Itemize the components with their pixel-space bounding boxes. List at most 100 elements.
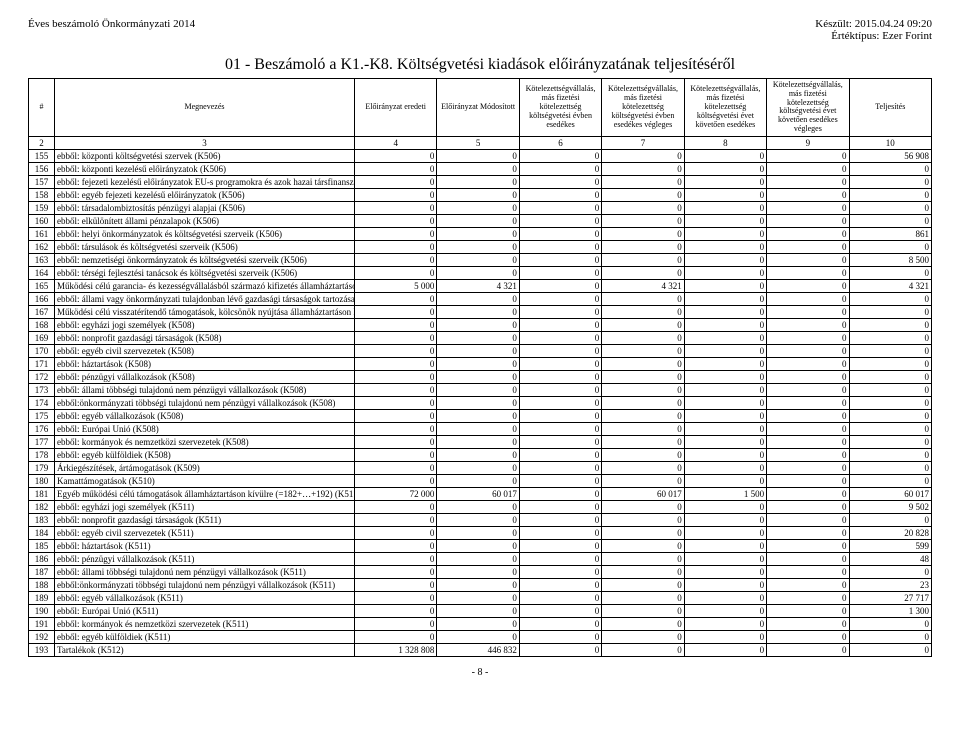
- cell-value: 0: [684, 279, 766, 292]
- row-name: ebből: központi kezelésű előirányzatok (…: [55, 162, 355, 175]
- cell-value: 0: [767, 357, 849, 370]
- cell-value: 0: [767, 370, 849, 383]
- table-row: 191ebből: kormányok és nemzetközi szerve…: [29, 617, 932, 630]
- table-row: 166ebből: állami vagy önkormányzati tula…: [29, 292, 932, 305]
- cell-value: 0: [437, 318, 519, 331]
- cell-value: 0: [519, 448, 601, 461]
- cell-value: 0: [767, 422, 849, 435]
- row-name: ebből: központi költségvetési szervek (K…: [55, 149, 355, 162]
- cell-value: 0: [437, 474, 519, 487]
- cell-value: 0: [519, 240, 601, 253]
- table-head: #MegnevezésElőirányzat eredetiElőirányza…: [29, 79, 932, 150]
- cell-value: 0: [602, 201, 684, 214]
- cell-value: 0: [519, 396, 601, 409]
- cell-value: 0: [849, 513, 931, 526]
- cell-value: 0: [437, 292, 519, 305]
- cell-value: 0: [602, 461, 684, 474]
- cell-value: 0: [355, 591, 437, 604]
- cell-value: 0: [602, 162, 684, 175]
- cell-value: 0: [684, 357, 766, 370]
- cell-value: 0: [767, 474, 849, 487]
- cell-value: 0: [437, 578, 519, 591]
- cell-value: 0: [684, 526, 766, 539]
- table-row: 193Tartalékok (K512)1 328 808446 8320000…: [29, 643, 932, 656]
- row-name: ebből:önkormányzati többségi tulajdonú n…: [55, 578, 355, 591]
- cell-value: 0: [355, 240, 437, 253]
- row-number: 179: [29, 461, 55, 474]
- cell-value: 60 017: [602, 487, 684, 500]
- cell-value: 0: [355, 266, 437, 279]
- row-name: Működési célú visszatérítendő támogatáso…: [55, 305, 355, 318]
- table-row: 173ebből: állami többségi tulajdonú nem …: [29, 383, 932, 396]
- table-row: 188ebből:önkormányzati többségi tulajdon…: [29, 578, 932, 591]
- cell-value: 0: [849, 240, 931, 253]
- row-number: 163: [29, 253, 55, 266]
- cell-value: 4 321: [602, 279, 684, 292]
- cell-value: 0: [437, 240, 519, 253]
- cell-value: 0: [355, 409, 437, 422]
- table-row: 169ebből: nonprofit gazdasági társaságok…: [29, 331, 932, 344]
- cell-value: 0: [849, 331, 931, 344]
- header-right: Készült: 2015.04.24 09:20 Értéktípus: Ez…: [815, 18, 932, 42]
- row-name: ebből: helyi önkormányzatok és költségve…: [55, 227, 355, 240]
- row-number: 186: [29, 552, 55, 565]
- row-number: 164: [29, 266, 55, 279]
- row-name: Kamattámogatások (K510): [55, 474, 355, 487]
- table-row: 157ebből: fejezeti kezelésű előirányzato…: [29, 175, 932, 188]
- row-name: ebből: egyéb civil szervezetek (K511): [55, 526, 355, 539]
- cell-value: 56 908: [849, 149, 931, 162]
- cell-value: 0: [437, 539, 519, 552]
- cell-value: 0: [437, 552, 519, 565]
- cell-value: 0: [767, 552, 849, 565]
- cell-value: 0: [519, 266, 601, 279]
- cell-value: 0: [767, 630, 849, 643]
- row-number: 160: [29, 214, 55, 227]
- cell-value: 0: [355, 422, 437, 435]
- cell-value: 0: [355, 331, 437, 344]
- cell-value: 0: [355, 474, 437, 487]
- row-number: 182: [29, 500, 55, 513]
- cell-value: 0: [849, 318, 931, 331]
- cell-value: 0: [767, 526, 849, 539]
- row-name: ebből: egyéb civil szervezetek (K508): [55, 344, 355, 357]
- cell-value: 0: [519, 370, 601, 383]
- cell-value: 0: [684, 448, 766, 461]
- cell-value: 0: [684, 175, 766, 188]
- cell-value: 0: [684, 578, 766, 591]
- cell-value: 0: [519, 201, 601, 214]
- cell-value: 0: [767, 266, 849, 279]
- table-row: 159ebből: társadalombiztosítás pénzügyi …: [29, 201, 932, 214]
- cell-value: 0: [519, 578, 601, 591]
- table-row: 162ebből: társulások és költségvetési sz…: [29, 240, 932, 253]
- cell-value: 0: [355, 513, 437, 526]
- row-name: ebből:önkormányzati többségi tulajdonú n…: [55, 396, 355, 409]
- cell-value: 0: [602, 422, 684, 435]
- row-name: ebből: Európai Unió (K511): [55, 604, 355, 617]
- row-name: ebből: térségi fejlesztési tanácsok és k…: [55, 266, 355, 279]
- cell-value: 0: [602, 318, 684, 331]
- cell-value: 0: [849, 201, 931, 214]
- cell-value: 0: [437, 513, 519, 526]
- cell-value: 0: [437, 266, 519, 279]
- cell-value: 0: [355, 370, 437, 383]
- cell-value: 0: [437, 435, 519, 448]
- cell-value: 0: [602, 591, 684, 604]
- cell-value: 0: [602, 526, 684, 539]
- cell-value: 0: [355, 227, 437, 240]
- row-name: ebből: egyéb fejezeti kezelésű előirányz…: [55, 188, 355, 201]
- table-row: 163ebből: nemzetiségi önkormányzatok és …: [29, 253, 932, 266]
- cell-value: 0: [519, 162, 601, 175]
- cell-value: 0: [437, 331, 519, 344]
- row-name: ebből: állami többségi tulajdonú nem pén…: [55, 383, 355, 396]
- cell-value: 72 000: [355, 487, 437, 500]
- cell-value: 0: [519, 630, 601, 643]
- column-number: 5: [437, 136, 519, 149]
- header-left: Éves beszámoló Önkormányzati 2014: [28, 18, 195, 42]
- cell-value: 0: [519, 331, 601, 344]
- cell-value: 0: [684, 201, 766, 214]
- cell-value: 0: [684, 617, 766, 630]
- cell-value: 0: [437, 409, 519, 422]
- row-number: 162: [29, 240, 55, 253]
- cell-value: 0: [437, 448, 519, 461]
- cell-value: 0: [437, 162, 519, 175]
